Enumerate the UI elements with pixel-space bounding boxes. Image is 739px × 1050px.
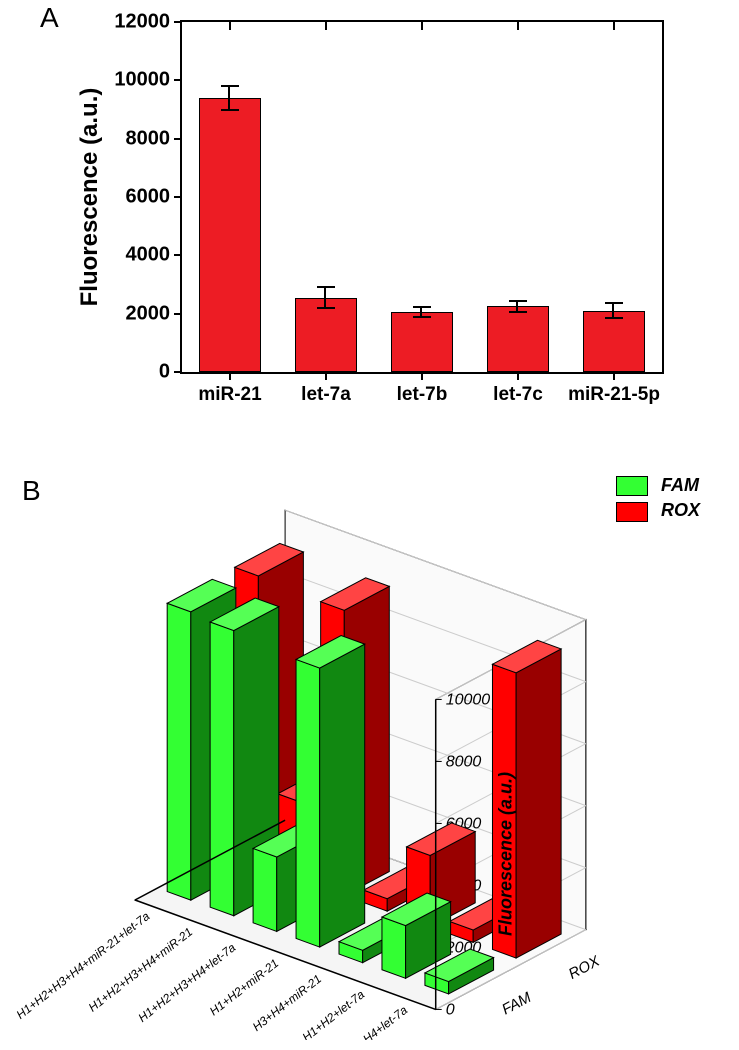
panel-a-ytick-label: 8000 [126, 127, 171, 150]
panel-a-bar [199, 98, 261, 372]
svg-text:0: 0 [446, 1001, 455, 1018]
panel-a-ylabel: Fluorescence (a.u.) [76, 88, 104, 307]
svg-text:FAM: FAM [499, 989, 534, 1019]
panel-a-xtick-label: let-7c [493, 384, 543, 406]
legend-label-fam: FAM [661, 475, 699, 495]
panel-b-scene: 0200040006000800010000H1+H2+H3+H4+miR-21… [15, 470, 725, 1040]
panel-b-xtick-label: H1+H2+H3+H4+miR-21+let-7a [15, 909, 153, 1022]
panel-b-xtick-label: H1+H2+let-7a [300, 987, 368, 1040]
legend-item-fam: FAM [616, 475, 700, 496]
panel-a-xtick-label: miR-21-5p [568, 384, 660, 406]
panel-a-bar [391, 312, 453, 372]
legend-swatch-rox [616, 502, 648, 522]
legend-swatch-fam [616, 476, 648, 496]
svg-text:ROX: ROX [566, 952, 604, 983]
panel-a-ytick-label: 6000 [126, 186, 171, 209]
svg-text:10000: 10000 [446, 691, 491, 708]
panel-b-chart: 0200040006000800010000H1+H2+H3+H4+miR-21… [15, 470, 725, 1040]
panel-b-zlabel: Fluorescence (a.u.) [495, 772, 516, 936]
panel-a-bars [182, 22, 662, 372]
panel-a-ytick-label: 12000 [114, 11, 170, 34]
panel-b-legend: FAM ROX [616, 475, 700, 526]
panel-a-xtick-label: let-7b [397, 384, 448, 406]
svg-text:8000: 8000 [446, 753, 482, 770]
panel-a-axes: Fluorescence (a.u.) 02000400060008000100… [180, 20, 664, 374]
panel-a-ytick-label: 4000 [126, 244, 171, 267]
panel-a-ytick-label: 2000 [126, 302, 171, 325]
panel-a-xtick-label: let-7a [301, 384, 351, 406]
panel-a-label: A [40, 2, 59, 34]
panel-a-bar [487, 306, 549, 372]
panel-a-bar [583, 311, 645, 372]
legend-label-rox: ROX [661, 500, 700, 520]
panel-a-ytick-label: 10000 [114, 69, 170, 92]
panel-a-ytick-label: 0 [159, 361, 170, 384]
legend-item-rox: ROX [616, 500, 700, 521]
panel-b-xtick-label: H1+H2+H3+H4+miR-21 [86, 925, 196, 1015]
panel-a-chart: Fluorescence (a.u.) 0 2000 4000 6000 8000 100… [70, 10, 670, 440]
panel-a-xtick-label: miR-21 [198, 384, 261, 406]
